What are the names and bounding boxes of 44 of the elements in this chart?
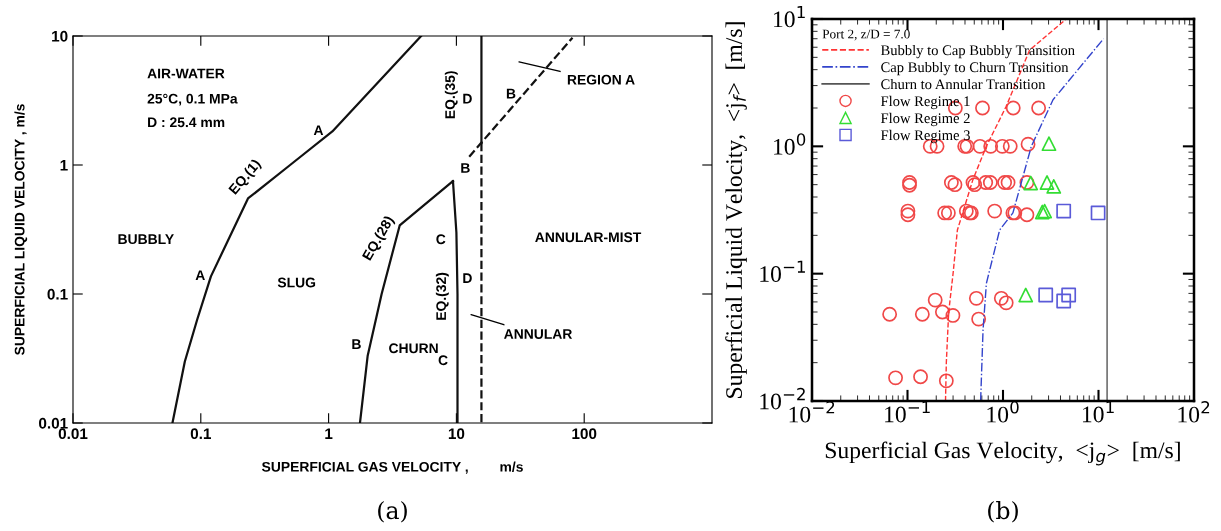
text: (b) bbox=[988, 500, 1018, 523]
annotation: REGION A bbox=[567, 74, 635, 85]
annotation: C bbox=[438, 355, 448, 366]
annotation: A bbox=[195, 270, 205, 280]
annotation: EQ.(32) bbox=[435, 272, 449, 320]
x-tick-label: 10 bbox=[448, 428, 465, 440]
y-tick-label: 10$^{0}$ bbox=[774, 133, 806, 155]
annotation: EQ.(35) bbox=[444, 71, 458, 119]
y-tick-label: 0.1 bbox=[47, 288, 68, 300]
annotation: D bbox=[463, 273, 472, 283]
x-tick-label: 1 bbox=[325, 428, 333, 439]
annotation: C bbox=[436, 234, 446, 245]
annotation: ANNULAR-MIST bbox=[535, 232, 642, 243]
annotation: ANNULAR bbox=[504, 329, 573, 339]
text: (a) bbox=[378, 500, 407, 523]
legend-title: Port 2, z/D = 7.0 bbox=[822, 29, 910, 41]
annotation: CHURN bbox=[389, 343, 438, 354]
annotation: A bbox=[313, 125, 324, 136]
x-tick-label: 100 bbox=[572, 428, 597, 440]
annotation: B bbox=[352, 339, 361, 349]
annotation: 25°C, 0.1 MPa bbox=[147, 93, 238, 106]
annotation: SLUG bbox=[277, 277, 316, 288]
legend-label: Flow Regime 3 bbox=[880, 129, 970, 144]
y-tick-label: 10$^{−1}$ bbox=[760, 260, 805, 282]
legend-label: Churn to Annular Transition bbox=[881, 78, 1046, 90]
annotation: BUBBLY bbox=[118, 234, 174, 245]
annotation: B bbox=[506, 88, 516, 99]
x-tick-label: 0.1 bbox=[190, 428, 211, 440]
legend-label: Flow Regime 1 bbox=[880, 95, 970, 110]
legend-label: Bubbly to Cap Bubbly Transition bbox=[880, 44, 1075, 59]
annotation: D bbox=[463, 93, 472, 104]
annotation: D : 25.4 mm bbox=[148, 117, 225, 128]
y-tick-label: 1 bbox=[60, 160, 68, 171]
y-tick-label: 10$^{1}$ bbox=[774, 5, 805, 28]
legend-label: Flow Regime 2 bbox=[880, 112, 970, 127]
annotation: B bbox=[461, 163, 470, 173]
x-axis-title: SUPERFICIAL GAS VELOCITY , m/s bbox=[261, 461, 523, 474]
y-axis-title: SUPERFICIAL LIQUID VELOCITY , m/s bbox=[14, 104, 28, 356]
y-axis-title: Superficial Liquid Velocity, <j$_{f}$> [m/s] bbox=[725, 22, 747, 398]
legend-label: Cap Bubbly to Churn Transition bbox=[881, 61, 1069, 76]
annotation: AIR-WATER bbox=[147, 68, 225, 79]
x-axis-title: Superficial Gas Velocity, <j$_{g}$> [m/s] bbox=[825, 441, 1180, 466]
x-tick-label: 10$^{2}$ bbox=[1178, 401, 1210, 423]
y-tick-label: 10 bbox=[52, 30, 68, 42]
